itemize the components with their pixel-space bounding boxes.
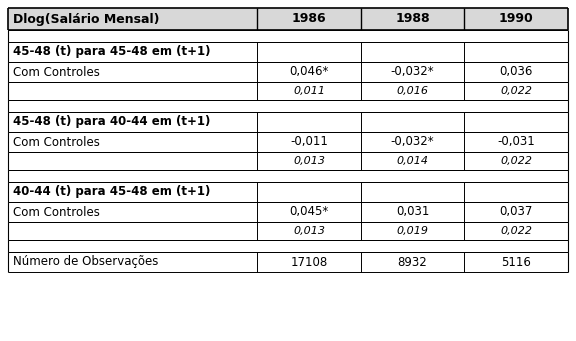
Bar xyxy=(8,30,568,42)
Text: 0,037: 0,037 xyxy=(499,206,533,219)
Text: 0,036: 0,036 xyxy=(499,65,533,78)
Bar xyxy=(8,202,568,222)
Text: 0,019: 0,019 xyxy=(397,226,429,236)
Bar xyxy=(8,240,568,252)
Bar xyxy=(8,8,568,30)
Text: 0,011: 0,011 xyxy=(293,86,325,96)
Text: 0,045*: 0,045* xyxy=(289,206,329,219)
Bar xyxy=(8,82,568,100)
Text: 45-48 (t) para 45-48 em (t+1): 45-48 (t) para 45-48 em (t+1) xyxy=(13,45,210,59)
Text: 17108: 17108 xyxy=(290,255,328,268)
Text: -0,032*: -0,032* xyxy=(391,135,434,148)
Text: 0,031: 0,031 xyxy=(396,206,429,219)
Text: 0,046*: 0,046* xyxy=(289,65,329,78)
Bar xyxy=(8,222,568,240)
Text: Com Controles: Com Controles xyxy=(13,206,100,219)
Bar xyxy=(8,132,568,152)
Text: -0,011: -0,011 xyxy=(290,135,328,148)
Text: Número de Observações: Número de Observações xyxy=(13,255,158,268)
Bar xyxy=(8,42,568,62)
Text: Com Controles: Com Controles xyxy=(13,65,100,78)
Bar xyxy=(8,252,568,272)
Text: Com Controles: Com Controles xyxy=(13,135,100,148)
Text: 0,022: 0,022 xyxy=(500,226,532,236)
Bar xyxy=(8,182,568,202)
Text: 0,013: 0,013 xyxy=(293,156,325,166)
Bar xyxy=(8,112,568,132)
Text: 0,013: 0,013 xyxy=(293,226,325,236)
Text: -0,031: -0,031 xyxy=(497,135,535,148)
Text: 40-44 (t) para 45-48 em (t+1): 40-44 (t) para 45-48 em (t+1) xyxy=(13,186,210,198)
Text: 8932: 8932 xyxy=(397,255,427,268)
Bar xyxy=(8,152,568,170)
Text: 1988: 1988 xyxy=(395,13,430,26)
Text: 0,014: 0,014 xyxy=(397,156,429,166)
Text: 1990: 1990 xyxy=(499,13,533,26)
Text: 1986: 1986 xyxy=(291,13,327,26)
Text: 5116: 5116 xyxy=(501,255,531,268)
Bar xyxy=(8,100,568,112)
Bar xyxy=(8,62,568,82)
Text: 0,022: 0,022 xyxy=(500,86,532,96)
Text: 0,016: 0,016 xyxy=(397,86,429,96)
Bar xyxy=(8,170,568,182)
Text: 45-48 (t) para 40-44 em (t+1): 45-48 (t) para 40-44 em (t+1) xyxy=(13,116,210,129)
Text: Dlog(Salário Mensal): Dlog(Salário Mensal) xyxy=(13,13,160,26)
Text: -0,032*: -0,032* xyxy=(391,65,434,78)
Text: 0,022: 0,022 xyxy=(500,156,532,166)
